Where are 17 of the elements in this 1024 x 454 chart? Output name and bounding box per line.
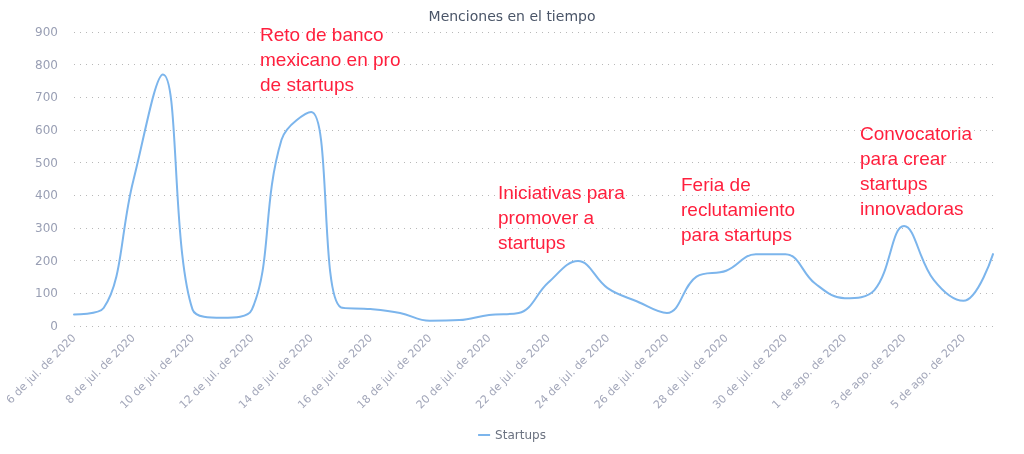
line-series <box>73 73 994 322</box>
y-tick-label: 700 <box>35 90 58 105</box>
y-tick-label: 600 <box>35 123 58 137</box>
y-tick-label: 200 <box>35 253 58 268</box>
annotation: Feria de reclutamiento para startups <box>681 174 801 245</box>
y-tick-label: 0 <box>50 319 58 333</box>
annotation: Reto de banco mexicano en pro de startups <box>260 24 406 95</box>
y-tick-label: 800 <box>35 57 58 72</box>
chart-title: Menciones en el tiempo <box>428 8 596 24</box>
annotation: Convocatoria para crear startups innovadoras <box>860 123 978 219</box>
annotation: Iniciativas para promover a startups <box>498 182 631 253</box>
legend-label: Startups <box>495 428 546 442</box>
y-tick-label: 500 <box>35 155 58 170</box>
y-tick-label: 400 <box>35 188 58 203</box>
y-tick-label: 100 <box>35 286 58 301</box>
y-tick-label: 900 <box>35 25 58 39</box>
y-tick-label: 300 <box>35 221 58 235</box>
